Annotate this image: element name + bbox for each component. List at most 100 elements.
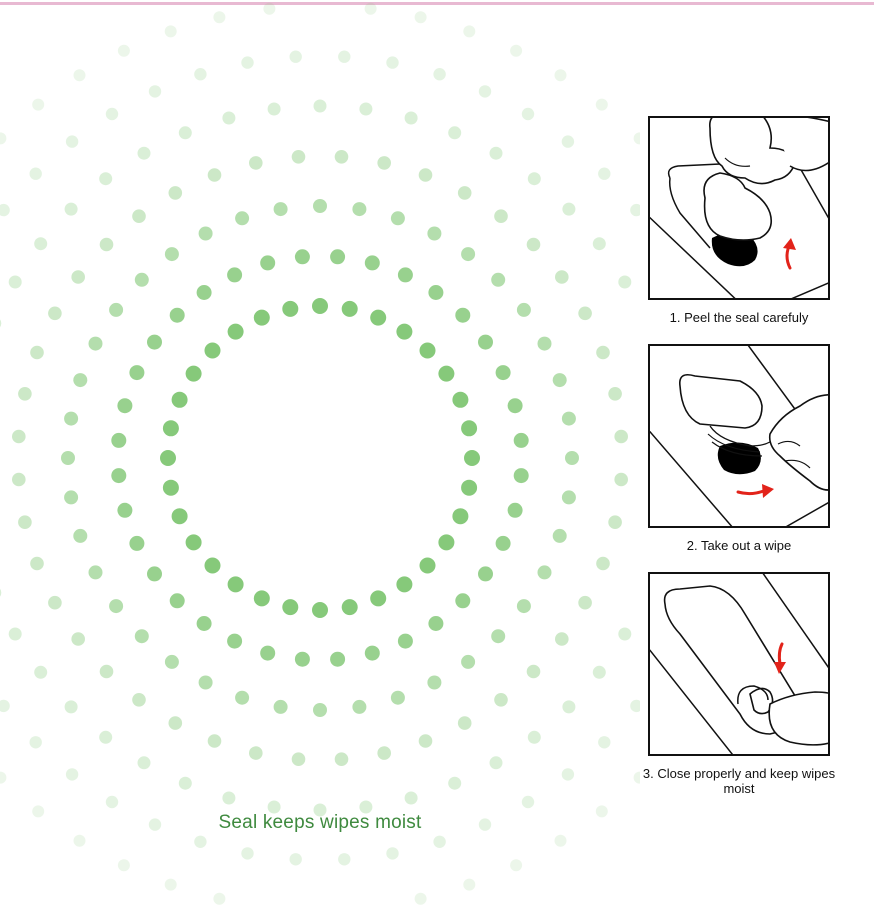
moisture-dot xyxy=(596,346,610,360)
moisture-dot xyxy=(12,430,26,444)
seal-caption: Seal keeps wipes moist xyxy=(140,812,500,834)
moisture-dot xyxy=(420,343,436,359)
moisture-dot xyxy=(338,853,350,865)
moisture-dot xyxy=(365,255,380,270)
moisture-dot xyxy=(330,652,345,667)
moisture-dot xyxy=(490,756,503,769)
moisture-dot xyxy=(478,335,493,350)
moisture-dot xyxy=(170,593,185,608)
moisture-dot xyxy=(290,51,302,63)
moisture-dot xyxy=(555,835,567,847)
moisture-dot xyxy=(165,247,179,261)
moisture-dot xyxy=(100,238,114,252)
moisture-dot xyxy=(330,249,345,264)
close-seal-illustration xyxy=(650,574,830,756)
moisture-dot xyxy=(335,752,349,766)
moisture-dot xyxy=(427,676,441,690)
moisture-dot xyxy=(106,796,118,808)
moisture-dot xyxy=(508,503,523,518)
moisture-dot xyxy=(598,168,610,180)
moisture-dot xyxy=(517,599,531,613)
moisture-dot xyxy=(593,237,606,250)
moisture-dot xyxy=(99,172,112,185)
moisture-dot xyxy=(222,792,235,805)
moisture-dot xyxy=(61,451,75,465)
moisture-dot xyxy=(249,156,263,170)
moisture-dot xyxy=(562,203,575,216)
moisture-dot xyxy=(235,211,249,225)
moisture-dot xyxy=(117,398,132,413)
moisture-dot xyxy=(165,25,177,37)
moisture-dot xyxy=(194,836,206,848)
moisture-dot xyxy=(169,186,183,200)
moisture-dot xyxy=(463,879,475,891)
moisture-dot xyxy=(553,373,567,387)
moisture-dot xyxy=(147,566,162,581)
moisture-dot xyxy=(562,135,574,147)
moisture-dot xyxy=(578,307,592,321)
moisture-dot xyxy=(186,534,202,550)
moisture-dot xyxy=(313,703,327,717)
moisture-dot xyxy=(420,558,436,574)
moisture-dot xyxy=(461,420,477,436)
moisture-dot xyxy=(165,879,177,891)
moisture-dot xyxy=(448,777,461,790)
moisture-dot xyxy=(48,596,62,610)
moisture-dot xyxy=(398,267,413,282)
moisture-dot xyxy=(555,270,569,284)
moisture-dot xyxy=(335,150,349,164)
moisture-dot xyxy=(241,56,253,68)
moisture-dot xyxy=(634,132,640,144)
moisture-dot xyxy=(496,365,511,380)
moisture-dot xyxy=(129,365,144,380)
moisture-dot xyxy=(538,337,552,351)
moisture-dot xyxy=(118,859,130,871)
moisture-dot xyxy=(74,69,86,81)
moisture-dot xyxy=(89,565,103,579)
moisture-dot xyxy=(312,298,328,314)
moisture-dot xyxy=(73,529,87,543)
moisture-dot xyxy=(491,273,505,287)
moisture-dot xyxy=(419,734,433,748)
moisture-dot xyxy=(12,473,26,487)
moisture-dot xyxy=(527,665,541,679)
moisture-dot xyxy=(9,276,22,289)
moisture-dot xyxy=(352,202,366,216)
moisture-dot xyxy=(194,68,206,80)
moisture-dot xyxy=(415,893,427,905)
moisture-dot xyxy=(630,204,640,216)
moisture-dot xyxy=(260,255,275,270)
moisture-dot xyxy=(227,267,242,282)
moisture-dot xyxy=(138,756,151,769)
moisture-dot xyxy=(30,557,44,571)
moisture-dot xyxy=(254,310,270,326)
moisture-dot xyxy=(463,25,475,37)
moisture-dot xyxy=(562,412,576,426)
moisture-dot xyxy=(398,634,413,649)
moisture-dot xyxy=(365,3,377,15)
moisture-dot xyxy=(66,135,78,147)
moisture-dot xyxy=(179,777,192,790)
moisture-dot xyxy=(377,156,391,170)
moisture-dot xyxy=(0,700,10,712)
moisture-dot xyxy=(491,629,505,643)
moisture-dot xyxy=(528,172,541,185)
moisture-dot xyxy=(452,508,468,524)
moisture-dot xyxy=(494,209,508,223)
moisture-dot xyxy=(428,285,443,300)
moisture-dot xyxy=(109,303,123,317)
moisture-dot xyxy=(338,51,350,63)
moisture-dot xyxy=(65,700,78,713)
moisture-dot xyxy=(66,768,78,780)
moisture-dot xyxy=(630,700,640,712)
moisture-dot xyxy=(517,303,531,317)
moisture-dot xyxy=(111,468,126,483)
moisture-dot xyxy=(32,805,44,817)
moisture-dot xyxy=(138,147,151,160)
moisture-dot xyxy=(249,746,263,760)
moisture-dot xyxy=(282,599,298,615)
moisture-dot xyxy=(71,270,85,284)
step-1-label: 1. Peel the seal carefuly xyxy=(630,310,848,325)
peel-seal-illustration xyxy=(650,118,830,300)
moisture-dot xyxy=(235,691,249,705)
